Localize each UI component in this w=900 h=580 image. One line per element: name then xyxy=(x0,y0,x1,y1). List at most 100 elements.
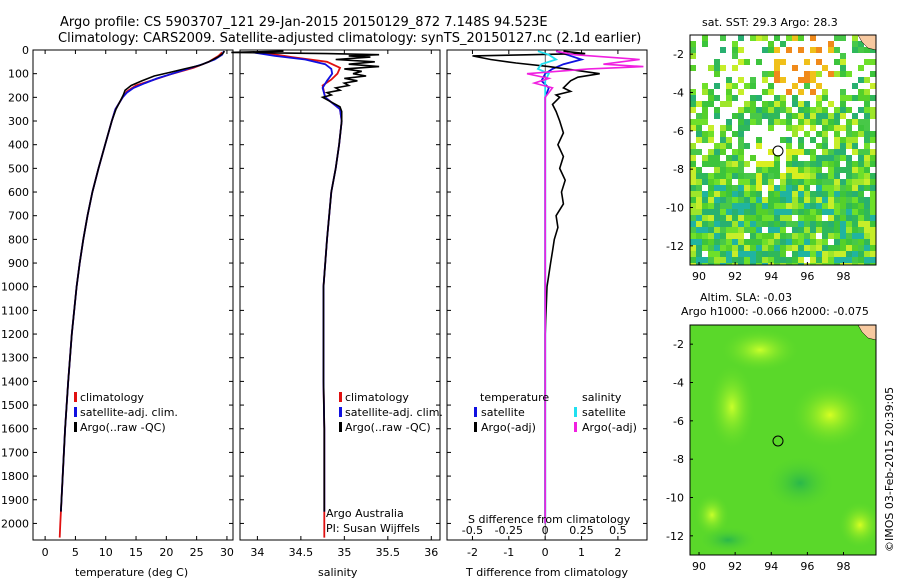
sst-cell xyxy=(768,71,774,77)
sst-cell xyxy=(810,221,816,227)
sst-cell xyxy=(720,125,726,131)
sst-cell xyxy=(822,107,828,113)
sst-cell xyxy=(864,179,870,185)
sst-cell xyxy=(798,239,804,245)
sst-cell xyxy=(720,161,726,167)
map-x-tick-label: 96 xyxy=(800,560,814,573)
sst-cell xyxy=(792,101,798,107)
sst-cell xyxy=(708,155,714,161)
sst-cell xyxy=(870,257,876,263)
sst-cell xyxy=(834,179,840,185)
sst-cell xyxy=(828,125,834,131)
sst-cell xyxy=(780,185,786,191)
legend-swatch-satellite xyxy=(74,407,77,417)
sst-cell xyxy=(810,215,816,221)
sst-cell xyxy=(852,143,858,149)
sst-cell xyxy=(756,59,762,65)
sst-cell xyxy=(714,149,720,155)
sst-cell xyxy=(708,65,714,71)
sla-blob xyxy=(708,363,756,451)
sst-cell xyxy=(750,191,756,197)
depth-tick-label: 0 xyxy=(22,44,29,57)
legend-label-satellite: satellite-adj. clim. xyxy=(345,406,443,419)
sst-cell xyxy=(792,257,798,263)
map-y-tick-label: -12 xyxy=(666,240,684,253)
sst-cell xyxy=(714,191,720,197)
sst-cell xyxy=(846,71,852,77)
sst-cell xyxy=(792,113,798,119)
sst-cell xyxy=(726,263,732,265)
sst-cell xyxy=(834,125,840,131)
sst-cell xyxy=(732,173,738,179)
sst-cell xyxy=(714,215,720,221)
sst-cell xyxy=(726,245,732,251)
sst-cell xyxy=(798,197,804,203)
sst-cell xyxy=(714,197,720,203)
sla-map-subtitle: Argo h1000: -0.066 h2000: -0.075 xyxy=(681,305,869,318)
sla-blob xyxy=(764,455,836,511)
sst-cell xyxy=(726,185,732,191)
legend-label-sat-S: satellite xyxy=(582,406,626,419)
sst-cell xyxy=(726,95,732,101)
sst-cell xyxy=(858,41,864,47)
sst-cell xyxy=(768,47,774,53)
sst-cell xyxy=(834,155,840,161)
sst-cell xyxy=(774,263,780,265)
sst-cell xyxy=(864,77,870,83)
sst-cell xyxy=(696,101,702,107)
sst-cell xyxy=(834,113,840,119)
sst-cell xyxy=(840,53,846,59)
sst-cell xyxy=(786,197,792,203)
sst-cell xyxy=(696,179,702,185)
sst-cell xyxy=(798,125,804,131)
salinity-panel: 34 34.5 35 35.5 36 salinity climatology sate… xyxy=(231,49,443,579)
map-y-tick-label: -6 xyxy=(673,415,684,428)
sst-cell xyxy=(768,113,774,119)
sst-cell xyxy=(714,167,720,173)
sst-cell xyxy=(708,161,714,167)
map-x-tick-label: 96 xyxy=(800,270,814,283)
sst-cell xyxy=(786,239,792,245)
sst-cell xyxy=(786,167,792,173)
sst-cell xyxy=(732,215,738,221)
sst-cell xyxy=(756,191,762,197)
sst-cell xyxy=(762,113,768,119)
sst-cell xyxy=(858,221,864,227)
sst-cell xyxy=(810,113,816,119)
sst-cell xyxy=(732,83,738,89)
sst-cell xyxy=(744,245,750,251)
sst-cell xyxy=(756,95,762,101)
sst-cell xyxy=(852,197,858,203)
sst-cell xyxy=(720,197,726,203)
sst-cell xyxy=(768,209,774,215)
sst-cell xyxy=(726,173,732,179)
sst-cell xyxy=(732,185,738,191)
sst-cell xyxy=(750,155,756,161)
sst-cell xyxy=(780,245,786,251)
depth-tick-label: 400 xyxy=(8,139,29,152)
sst-cell xyxy=(750,251,756,257)
sst-cell xyxy=(762,71,768,77)
sst-cell xyxy=(756,161,762,167)
x-tick-label: 35 xyxy=(337,546,351,559)
sst-cell xyxy=(834,203,840,209)
sst-cell xyxy=(708,251,714,257)
sst-cell xyxy=(840,35,846,41)
sst-cell xyxy=(870,245,876,251)
sst-cell xyxy=(702,257,708,263)
sst-cell xyxy=(774,209,780,215)
sst-cell xyxy=(774,233,780,239)
x-tick-label: -1 xyxy=(503,546,514,559)
sst-cell xyxy=(858,107,864,113)
sst-cell xyxy=(804,227,810,233)
sst-cell xyxy=(774,251,780,257)
sst-cell xyxy=(720,185,726,191)
sst-cell xyxy=(858,245,864,251)
sst-cell xyxy=(762,239,768,245)
sst-cell xyxy=(864,137,870,143)
salinity-series xyxy=(231,50,380,538)
sst-cell xyxy=(744,227,750,233)
sst-cell xyxy=(786,245,792,251)
sst-cell xyxy=(720,149,726,155)
sst-cell xyxy=(744,161,750,167)
